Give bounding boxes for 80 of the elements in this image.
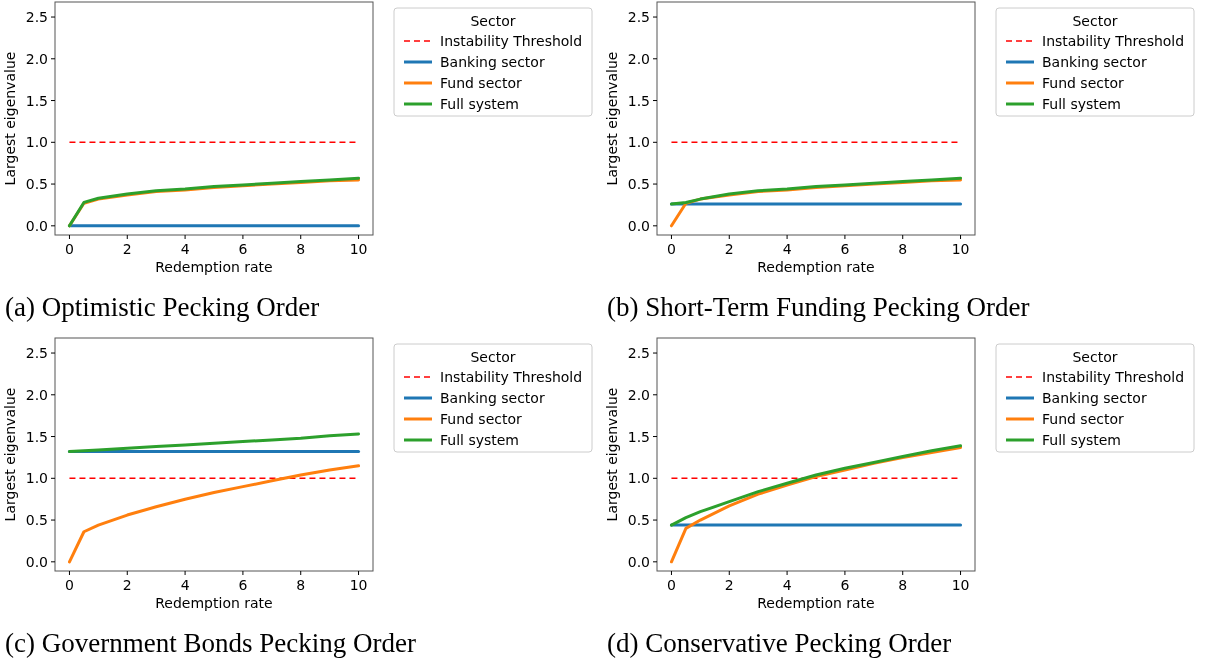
y-tick-label: 2.5	[627, 9, 650, 26]
y-tick-label: 2.5	[25, 345, 48, 362]
legend-label: Instability Threshold	[440, 33, 583, 49]
y-tick-label: 0.5	[25, 176, 48, 193]
x-tick-label: 0	[666, 241, 676, 257]
legend-label: Full system	[1042, 432, 1122, 448]
x-tick-label: 2	[724, 577, 734, 593]
legend-title: Sector	[1072, 349, 1118, 365]
legend-label: Full system	[440, 432, 520, 448]
x-tick-label: 4	[180, 577, 190, 593]
legend-label: Fund sector	[440, 411, 523, 427]
y-tick-label: 0.0	[627, 217, 650, 234]
x-tick-label: 0	[666, 577, 676, 593]
x-tick-label: 10	[951, 577, 970, 593]
y-tick-label: 2.0	[627, 50, 650, 67]
y-tick-label: 1.0	[25, 134, 48, 151]
text: (b) Short-Term Funding Pecking Order	[607, 292, 1030, 322]
x-tick-label: 10	[951, 241, 970, 257]
text: (c) Government Bonds Pecking Order	[5, 628, 416, 658]
y-tick-label: 2.5	[627, 345, 650, 362]
y-tick-label: 0.0	[627, 553, 650, 570]
x-tick-label: 0	[64, 241, 74, 257]
x-axis-title: Redemption rate	[757, 595, 875, 611]
y-tick-label: 2.0	[25, 50, 48, 67]
x-tick-label: 8	[898, 577, 908, 593]
x-tick-label: 10	[349, 241, 368, 257]
y-tick-label: 1.5	[627, 92, 650, 109]
x-tick-label: 0	[64, 577, 74, 593]
x-axis-title: Redemption rate	[155, 595, 273, 611]
x-tick-label: 6	[840, 241, 850, 257]
legend-label: Instability Threshold	[440, 369, 583, 385]
y-axis-title: Largest eigenvalue	[2, 51, 18, 186]
x-tick-label: 6	[840, 577, 850, 593]
text: (d) Conservative Pecking Order	[607, 628, 952, 658]
x-tick-label: 2	[122, 577, 132, 593]
legend-label: Fund sector	[440, 75, 523, 91]
y-tick-label: 1.0	[25, 470, 48, 487]
legend-label: Banking sector	[1042, 390, 1147, 406]
legend-label: Instability Threshold	[1042, 33, 1185, 49]
legend-label: Banking sector	[440, 390, 545, 406]
y-tick-label: 1.5	[627, 428, 650, 445]
legend-title: Sector	[1072, 13, 1118, 29]
y-tick-label: 0.0	[25, 217, 48, 234]
x-axis-title: Redemption rate	[155, 259, 273, 275]
y-tick-label: 1.5	[25, 92, 48, 109]
y-tick-label: 1.5	[25, 428, 48, 445]
y-axis-title: Largest eigenvalue	[2, 387, 18, 522]
x-tick-label: 8	[296, 241, 306, 257]
x-tick-label: 8	[296, 577, 306, 593]
y-tick-label: 2.5	[25, 9, 48, 26]
y-axis-title: Largest eigenvalue	[604, 51, 620, 186]
text: (a) Optimistic Pecking Order	[5, 292, 320, 322]
legend-label: Full system	[440, 96, 520, 112]
legend-label: Banking sector	[440, 54, 545, 70]
y-tick-label: 0.0	[25, 553, 48, 570]
x-tick-label: 4	[782, 241, 792, 257]
x-tick-label: 10	[349, 577, 368, 593]
legend-title: Sector	[470, 13, 516, 29]
legend-label: Full system	[1042, 96, 1122, 112]
y-tick-label: 0.5	[627, 176, 650, 193]
y-axis-title: Largest eigenvalue	[604, 387, 620, 522]
x-axis-title: Redemption rate	[757, 259, 875, 275]
y-tick-label: 1.0	[627, 470, 650, 487]
x-tick-label: 2	[724, 241, 734, 257]
x-tick-label: 2	[122, 241, 132, 257]
y-tick-label: 2.0	[627, 386, 650, 403]
y-tick-label: 0.5	[627, 512, 650, 529]
x-tick-label: 6	[238, 241, 248, 257]
x-tick-label: 4	[782, 577, 792, 593]
legend-title: Sector	[470, 349, 516, 365]
y-tick-label: 2.0	[25, 386, 48, 403]
y-tick-label: 1.0	[627, 134, 650, 151]
legend-label: Fund sector	[1042, 411, 1125, 427]
x-tick-label: 8	[898, 241, 908, 257]
y-tick-label: 0.5	[25, 512, 48, 529]
x-tick-label: 4	[180, 241, 190, 257]
legend-label: Banking sector	[1042, 54, 1147, 70]
x-tick-label: 6	[238, 577, 248, 593]
legend-label: Instability Threshold	[1042, 369, 1185, 385]
legend-label: Fund sector	[1042, 75, 1125, 91]
